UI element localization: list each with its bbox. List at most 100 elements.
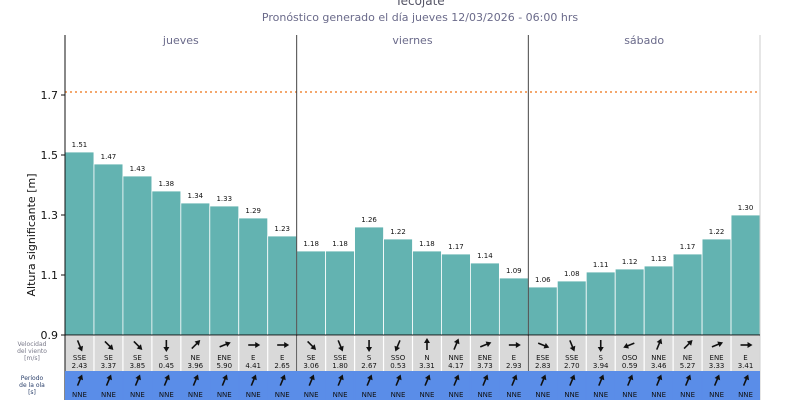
wind-direction: SE bbox=[104, 354, 113, 362]
wind-direction: E bbox=[743, 354, 747, 362]
bar bbox=[643, 265, 674, 336]
wind-arrow-icon bbox=[711, 341, 724, 348]
swell-direction: NNE bbox=[217, 391, 232, 399]
swell-arrow-icon bbox=[742, 374, 750, 386]
wind-arrow-icon bbox=[337, 340, 344, 352]
wind-direction: S bbox=[599, 354, 604, 362]
wind-arrow-icon bbox=[76, 340, 84, 352]
swell-arrow-icon bbox=[482, 374, 489, 386]
swell-arrow-icon bbox=[395, 374, 402, 386]
bar-value-label: 1.29 bbox=[245, 207, 261, 215]
wind-speed: 3.41 bbox=[738, 362, 754, 370]
wind-direction: N bbox=[424, 354, 429, 362]
swell-direction: NNE bbox=[622, 391, 637, 399]
swell-direction: NNE bbox=[101, 391, 116, 399]
swell-arrow-icon bbox=[511, 374, 518, 386]
swell-direction: NNE bbox=[535, 391, 550, 399]
bar bbox=[527, 286, 558, 336]
wind-arrow-icon bbox=[219, 341, 231, 348]
swell-arrow-icon bbox=[337, 374, 344, 386]
bar-value-label: 1.12 bbox=[622, 258, 638, 266]
swell-arrow-icon bbox=[250, 374, 257, 386]
wind-cell bbox=[297, 336, 326, 371]
bar bbox=[325, 250, 355, 336]
wind-direction: E bbox=[280, 354, 284, 362]
wind-arrow-icon bbox=[597, 340, 604, 352]
wind-speed: 0.45 bbox=[159, 362, 175, 370]
swell-direction: NNE bbox=[506, 391, 521, 399]
wind-arrow-icon bbox=[394, 340, 401, 352]
wind-speed: 2.43 bbox=[72, 362, 88, 370]
wind-cell bbox=[268, 336, 297, 371]
bar-value-label: 1.14 bbox=[477, 252, 493, 260]
wind-speed: 2.70 bbox=[564, 362, 580, 370]
wind-arrow-icon bbox=[307, 340, 317, 350]
bar bbox=[93, 163, 124, 336]
y-tick-label: 1.1 bbox=[41, 269, 59, 282]
wind-speed: 4.17 bbox=[448, 362, 464, 370]
wind-speed: 3.06 bbox=[303, 362, 319, 370]
day-label: viernes bbox=[392, 34, 432, 47]
wind-direction: ENE bbox=[710, 354, 724, 362]
swell-arrow-icon bbox=[279, 374, 286, 386]
wind-speed: 2.67 bbox=[361, 362, 377, 370]
bar bbox=[470, 262, 500, 336]
swell-direction: NNE bbox=[709, 391, 724, 399]
wind-speed: 2.93 bbox=[506, 362, 522, 370]
wind-arrow-icon bbox=[191, 340, 201, 350]
bar-value-label: 1.06 bbox=[535, 276, 551, 284]
wind-cell bbox=[557, 336, 586, 371]
bar bbox=[296, 250, 327, 336]
wind-speed: 3.96 bbox=[188, 362, 204, 370]
bar-value-label: 1.38 bbox=[159, 180, 175, 188]
y-tick-label: 1.3 bbox=[41, 209, 59, 222]
swell-arrow-icon bbox=[655, 374, 663, 386]
wind-arrow-icon bbox=[623, 342, 635, 349]
wind-arrow-icon bbox=[537, 342, 550, 349]
swell-row-label: de la ola bbox=[19, 382, 45, 389]
bar-value-label: 1.22 bbox=[709, 228, 725, 236]
bar-value-label: 1.23 bbox=[274, 225, 290, 233]
swell-direction: NNE bbox=[246, 391, 261, 399]
bar bbox=[151, 190, 182, 336]
swell-arrow-icon bbox=[134, 374, 141, 386]
y-tick-label: 1.7 bbox=[41, 89, 59, 102]
wind-speed: 0.53 bbox=[390, 362, 406, 370]
swell-direction: NNE bbox=[72, 391, 87, 399]
wind-arrow-icon bbox=[453, 338, 460, 350]
wind-speed: 3.37 bbox=[101, 362, 117, 370]
y-tick-label: 0.9 bbox=[41, 329, 59, 342]
wind-direction: E bbox=[251, 354, 255, 362]
wind-speed: 3.94 bbox=[593, 362, 609, 370]
bar bbox=[585, 271, 616, 336]
bar bbox=[412, 250, 442, 336]
wind-cell bbox=[384, 336, 412, 371]
wind-speed: 3.46 bbox=[651, 362, 667, 370]
day-label: sábado bbox=[624, 34, 664, 47]
wind-arrow-icon bbox=[423, 338, 430, 350]
plot-area: 0.9 1.1 1.3 1.5 1.7 1.51 1.47 1.43 1.38 1.34 1.33 1… bbox=[17, 34, 761, 400]
swell-arrow-icon bbox=[366, 374, 373, 386]
wind-arrow-icon bbox=[133, 340, 143, 350]
wind-cell bbox=[471, 336, 499, 371]
bar-value-label: 1.22 bbox=[390, 228, 406, 236]
bar-value-label: 1.18 bbox=[419, 240, 435, 248]
bar bbox=[209, 205, 240, 336]
wind-cell bbox=[65, 336, 94, 371]
wind-speed: 2.83 bbox=[535, 362, 551, 370]
bar-value-label: 1.33 bbox=[216, 195, 232, 203]
swell-direction: NNE bbox=[477, 391, 492, 399]
bar-value-label: 1.43 bbox=[130, 165, 146, 173]
swell-direction: NNE bbox=[188, 391, 203, 399]
swell-direction: NNE bbox=[159, 391, 174, 399]
bar bbox=[238, 217, 269, 336]
wind-speed: 0.59 bbox=[622, 362, 638, 370]
wind-arrow-icon bbox=[683, 340, 693, 350]
wind-direction: SE bbox=[133, 354, 142, 362]
bar bbox=[556, 280, 587, 336]
chart-title: Tecojate bbox=[394, 0, 444, 8]
wind-direction: S bbox=[367, 354, 372, 362]
wind-arrow-icon bbox=[569, 340, 576, 352]
wind-direction: ENE bbox=[217, 354, 231, 362]
